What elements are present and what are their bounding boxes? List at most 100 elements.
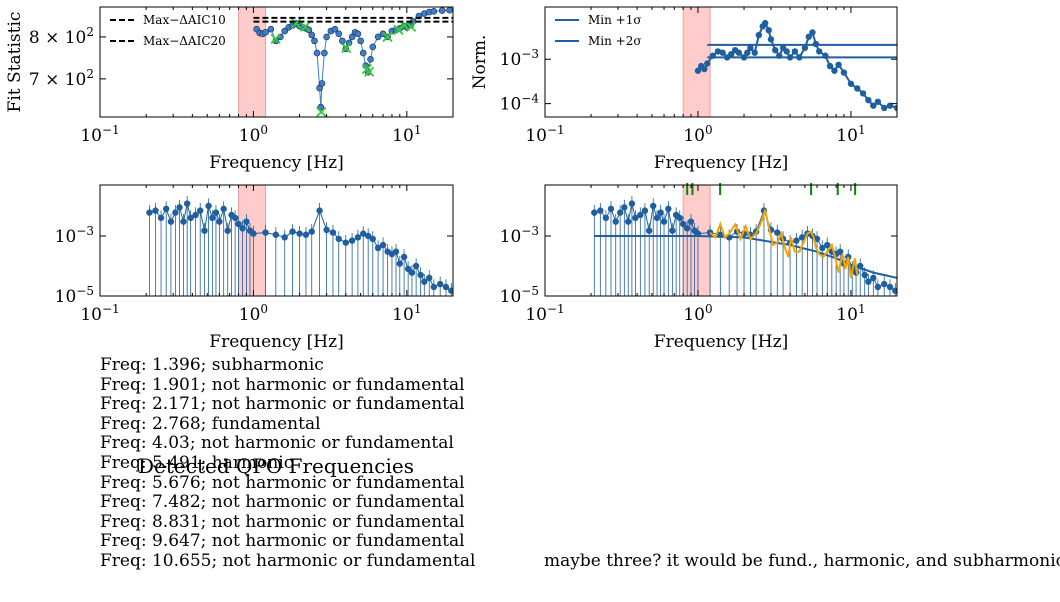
data-point <box>687 218 695 225</box>
data-point <box>329 229 337 236</box>
data-point <box>446 7 453 14</box>
data-point <box>801 44 809 52</box>
qpo-item: Freq: 5.676; not harmonic or fundamental <box>100 472 465 493</box>
y-axis-label: Fit Statistic <box>5 12 25 113</box>
data-point <box>321 49 328 57</box>
data-point <box>172 209 179 216</box>
data-point <box>146 209 153 216</box>
data-point <box>209 214 216 222</box>
marker-stroke <box>291 18 302 29</box>
axes-frame <box>544 6 898 118</box>
data-point <box>881 104 888 112</box>
y-tick-label: 10−5 <box>500 284 539 307</box>
y-tick-label: 10−3 <box>500 224 539 247</box>
data-point <box>272 231 280 238</box>
data-point <box>180 218 187 225</box>
qpo-item: Freq: 5.491; harmonic <box>100 452 294 473</box>
data-point <box>426 274 433 282</box>
data-point <box>735 49 743 56</box>
axes-frame <box>99 6 454 118</box>
detected-marker <box>382 31 393 43</box>
x-tick-label: 101 <box>836 123 865 146</box>
y-tick-label: 7 × 102 <box>29 67 94 90</box>
x-tick-label: 100 <box>683 123 712 146</box>
x-tick-label: 100 <box>239 123 268 146</box>
y-tick-label: 10−3 <box>500 47 539 70</box>
x-tick-label: 10−1 <box>525 302 564 325</box>
qpo-item: Freq: 7.482; not harmonic or fundamental <box>100 492 465 513</box>
data-point <box>374 33 382 41</box>
marker-stroke <box>341 42 352 54</box>
data-point <box>335 235 342 243</box>
data-point <box>317 103 325 111</box>
axes-frame <box>544 184 898 297</box>
data-point <box>865 278 872 285</box>
data-point <box>212 209 220 216</box>
data-point <box>369 235 376 243</box>
x-axis-label: Frequency [Hz] <box>654 332 788 352</box>
data-point <box>719 49 726 56</box>
data-point <box>694 67 702 74</box>
data-point <box>641 207 649 214</box>
detected-qpo-title: Detected QPO Frequencies <box>138 454 414 478</box>
data-point <box>819 244 826 252</box>
y-tick-label: 8 × 102 <box>29 25 94 48</box>
data-point <box>650 202 657 210</box>
data-point <box>281 27 289 35</box>
data-point <box>243 218 250 225</box>
data-point <box>744 49 751 56</box>
data-point <box>625 218 632 225</box>
data-point <box>448 287 453 294</box>
data-point <box>805 33 812 40</box>
plot-area <box>238 7 453 117</box>
chart-panel-3: Frequency [Hz] <box>99 184 454 352</box>
data-point <box>892 287 897 294</box>
data-point <box>835 61 842 68</box>
data-point <box>235 220 242 228</box>
axes-frame <box>99 184 454 297</box>
data-point <box>815 48 823 55</box>
data-point <box>632 214 639 222</box>
legend-label: Min +1σ <box>588 13 642 27</box>
data-point <box>323 226 330 234</box>
data-point <box>354 30 362 38</box>
data-point <box>412 262 420 270</box>
shaded-band <box>238 7 267 117</box>
data-point <box>607 205 615 213</box>
data-point <box>813 235 821 243</box>
marker-stroke <box>405 21 417 33</box>
x-tick-label: 100 <box>683 302 712 325</box>
x-tick-label: 10−1 <box>80 302 119 325</box>
data-point <box>231 214 239 222</box>
data-point <box>676 214 683 222</box>
data-point <box>747 44 754 52</box>
detected-marker <box>393 24 404 36</box>
data-point <box>621 204 628 211</box>
data-point <box>167 218 175 225</box>
plot-area <box>146 185 453 296</box>
data-point <box>187 214 194 222</box>
data-point <box>400 253 408 261</box>
data-point <box>870 102 877 109</box>
data-point <box>767 36 775 43</box>
data-point <box>653 214 661 222</box>
data-point <box>281 234 288 241</box>
data-point <box>192 211 199 219</box>
data-point <box>679 220 687 228</box>
data-point <box>348 237 356 244</box>
data-point <box>854 85 861 92</box>
data-point <box>442 283 450 291</box>
legend-label: Min +2σ <box>588 34 642 48</box>
qpo-item: Freq: 10.655; not harmonic or fundamenta… <box>100 550 476 571</box>
data-point <box>761 19 769 27</box>
data-point <box>660 218 668 225</box>
y-tick-label: 10−3 <box>55 224 94 247</box>
data-point <box>216 218 223 225</box>
data-point <box>316 207 323 214</box>
data-point <box>224 227 231 234</box>
detected-marker <box>270 33 281 45</box>
data-point <box>323 33 330 41</box>
data-point <box>417 271 424 279</box>
y-tick-label: 10−5 <box>55 284 94 307</box>
legend-label: Max−ΔAIC20 <box>143 34 226 48</box>
